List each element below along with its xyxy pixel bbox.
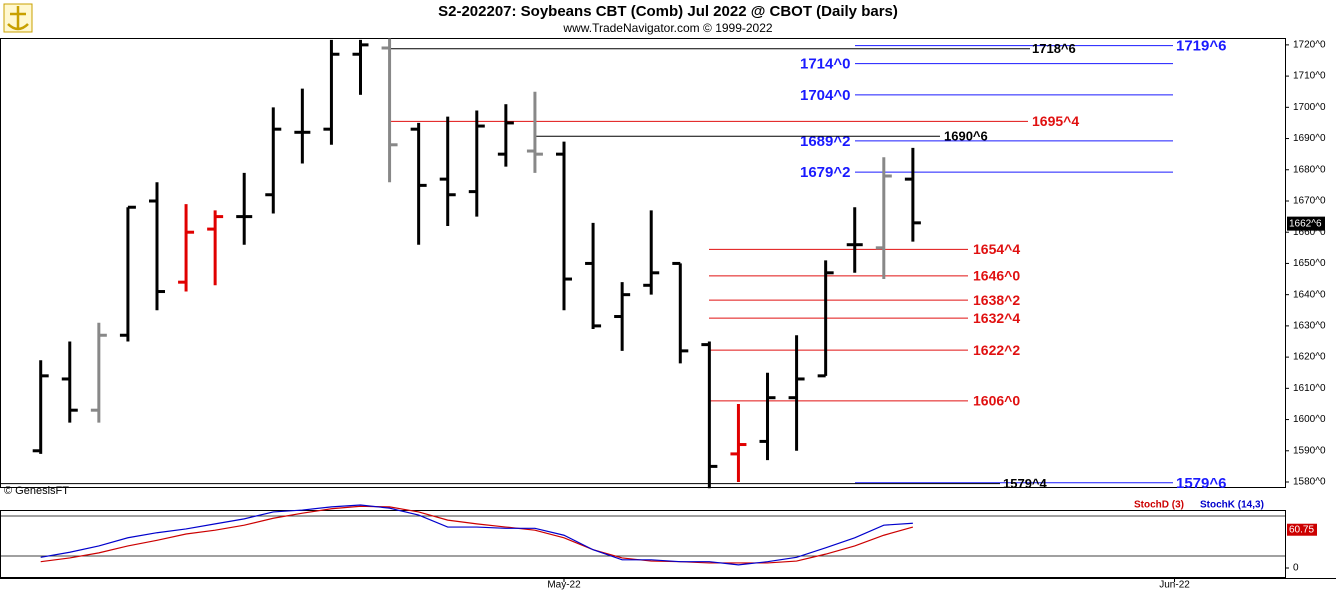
stoch-line xyxy=(40,505,914,564)
level-label: 1579^4 xyxy=(1003,476,1048,491)
y-tick-label: 1620^0 xyxy=(1293,352,1326,363)
level-label: 1679^2 xyxy=(800,164,850,181)
y-tick-label: 1710^0 xyxy=(1293,71,1326,82)
x-tick-label: Jun-22 xyxy=(1159,580,1190,591)
level-label: 1579^6 xyxy=(1176,475,1226,492)
legend-entry: StochD (3) xyxy=(1134,500,1184,511)
level-label: 1646^0 xyxy=(973,268,1020,284)
level-label: 1719^6 xyxy=(1176,38,1226,55)
level-label: 1690^6 xyxy=(944,129,988,144)
logo xyxy=(3,3,33,33)
last-value-box xyxy=(1287,523,1317,536)
x-tick-label: May-22 xyxy=(547,580,581,591)
y-tick-label: 0 xyxy=(1293,563,1299,574)
level-label: 1704^0 xyxy=(800,87,850,104)
chart-title: S2-202207: Soybeans CBT (Comb) Jul 2022 … xyxy=(438,3,898,20)
level-label: 1606^0 xyxy=(973,393,1020,409)
y-tick-label: 1630^0 xyxy=(1293,321,1326,332)
y-tick-label: 1580^0 xyxy=(1293,477,1326,488)
y-tick-label: 1690^0 xyxy=(1293,133,1326,144)
y-tick-label: 1660^0 xyxy=(1293,227,1326,238)
y-tick-label: 1640^0 xyxy=(1293,289,1326,300)
y-tick-label: 1610^0 xyxy=(1293,383,1326,394)
level-label: 1695^4 xyxy=(1032,113,1079,129)
y-tick-label: 1700^0 xyxy=(1293,102,1326,113)
level-label: 1622^2 xyxy=(973,342,1020,358)
y-tick-label: 1670^0 xyxy=(1293,196,1326,207)
y-tick-label: 1720^0 xyxy=(1293,40,1326,51)
y-tick-label: 1600^0 xyxy=(1293,414,1326,425)
stoch-panel xyxy=(0,510,1286,578)
y-tick-label: 1680^0 xyxy=(1293,164,1326,175)
level-label: 1718^6 xyxy=(1032,41,1076,56)
level-label: 1654^4 xyxy=(973,241,1020,257)
stoch-line xyxy=(40,504,913,566)
last-value-label: 60.75 xyxy=(1289,524,1314,535)
y-tick-label: 1590^0 xyxy=(1293,445,1326,456)
last-price-label: 1662^6 xyxy=(1289,218,1322,229)
legend-entry: StochK (14,3) xyxy=(1200,500,1264,511)
level-label: 1638^2 xyxy=(973,292,1020,308)
level-label: 1714^0 xyxy=(800,56,850,73)
y-tick-label: 1650^0 xyxy=(1293,258,1326,269)
watermark: © GenesisFT xyxy=(4,485,69,497)
level-label: 1689^2 xyxy=(800,133,850,150)
chart-subtitle: www.TradeNavigator.com © 1999-2022 xyxy=(562,21,772,35)
last-price-box xyxy=(1287,216,1325,231)
level-label: 1632^4 xyxy=(973,310,1020,326)
